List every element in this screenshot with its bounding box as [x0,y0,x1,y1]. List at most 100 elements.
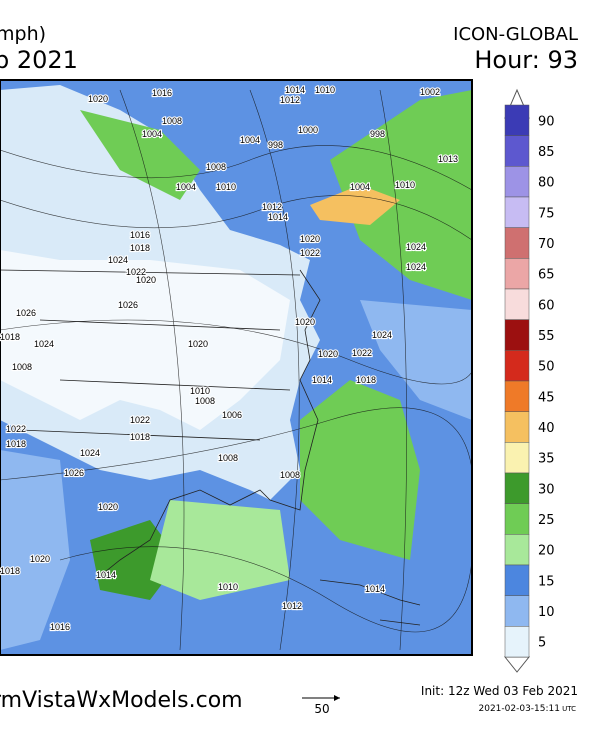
colorbar-label: 5 [538,636,546,651]
isobar-label: 1024 [406,262,426,272]
isobar-label: 1024 [372,330,392,340]
site-name: rmVistaWxModels.com [0,688,243,713]
isobar-label: 1020 [300,234,320,244]
isobar-label: 1016 [130,230,150,240]
isobar-label: 1018 [0,566,20,576]
colorbar-swatch [504,258,530,290]
colorbar-swatch [504,442,530,474]
scale-arrow-head [334,695,340,701]
isobar-label: 1014 [365,584,385,594]
isobar-label: 1026 [118,300,138,310]
isobar-label: 1004 [176,182,196,192]
isobar-label: 1004 [350,182,370,192]
isobar-label: 1016 [152,88,172,98]
isobar-label: 1014 [96,570,116,580]
colorbar-label: 30 [538,482,555,497]
colorbar-swatch [504,104,530,136]
isobar-label: 1004 [142,129,162,139]
colorbar-swatch [504,135,530,167]
isobar-label: 1020 [188,339,208,349]
isobar-label: 1018 [6,439,26,449]
isobar-label: 1020 [98,502,118,512]
colorbar-swatch [504,411,530,443]
colorbar-label: 80 [538,176,555,191]
colorbar-label: 90 [538,114,555,129]
isobar-label: 1018 [130,432,150,442]
colorbar-swatch [504,380,530,412]
colorbar-label: 55 [538,329,555,344]
isobar-label: 1018 [356,375,376,385]
colorbar-label: 75 [538,206,555,221]
isobar-label: 1010 [218,582,238,592]
isobar-label: 1020 [30,554,50,564]
colorbar-label: 65 [538,268,555,283]
isobar-label: 1022 [352,348,372,358]
isobar-label: 1010 [216,182,236,192]
isobar-label: 1008 [218,453,238,463]
isobar-label: 1010 [190,386,210,396]
colorbar-label: 50 [538,360,555,375]
isobar-label: 1008 [206,162,226,172]
isobar-label: 1014 [268,212,288,222]
isobar-label: 1024 [406,242,426,252]
colorbar-swatch [504,472,530,504]
colorbar-label: 35 [538,452,555,467]
isobar-label: 1026 [16,308,36,318]
isobar-label: 1002 [420,87,440,97]
isobar-label: 1024 [80,448,100,458]
colorbar-label: 25 [538,513,555,528]
isobar-label: 1024 [108,255,128,265]
isobar-label: 1012 [282,601,302,611]
colorbar-swatch [504,288,530,320]
colorbar-swatch [504,503,530,535]
isobar-label: 1020 [136,275,156,285]
units-title: mph) [0,23,46,45]
map [0,80,472,655]
isobar-label: 1020 [295,317,315,327]
isobar-label: 1018 [0,332,20,342]
scale-label: 50 [314,702,329,716]
isobar-label: 1004 [240,135,260,145]
isobar-label: 1012 [262,202,282,212]
colorbar-label: 60 [538,298,555,313]
colorbar-swatch [504,626,530,658]
isobar-label: 1022 [126,267,146,277]
colorbar-swatch [504,196,530,228]
colorbar-label: 40 [538,421,555,436]
isobar-label: 998 [268,140,283,150]
isobar-label: 1020 [88,94,108,104]
colorbar-label: 45 [538,390,555,405]
isobar-label: 1024 [34,339,54,349]
colorbar-swatch [504,227,530,259]
model-name: ICON-GLOBAL [453,24,578,45]
isobar-label: 1022 [130,415,150,425]
colorbar-label: 15 [538,574,555,589]
isobar-label: 1008 [280,470,300,480]
colorbar-swatch [504,534,530,566]
colorbar-bottom-arrow [503,656,531,673]
timestamp: 2021-02-03-15:11 [479,704,561,714]
init-time: Init: 12z Wed 03 Feb 2021 [421,684,578,698]
isobar-label: 1000 [298,125,318,135]
isobar-label: 1022 [300,248,320,258]
date-title: b 2021 [0,46,78,74]
isobar-label: 1012 [280,95,300,105]
isobar-label: 1014 [312,375,332,385]
colorbar-swatch [504,595,530,627]
isobar-label: 1010 [395,180,415,190]
isobar-label: 1008 [195,396,215,406]
isobar-label: 1006 [222,410,242,420]
colorbar-label: 85 [538,145,555,160]
colorbar-label: 20 [538,544,555,559]
colorbar-label: 70 [538,237,555,252]
forecast-hour: Hour: 93 [474,46,578,74]
isobar-label: 998 [370,129,385,139]
isobar-label: 1014 [285,85,305,95]
isobar-label: 1016 [50,622,70,632]
isobar-label: 1026 [64,468,84,478]
timezone: UTC [562,705,576,713]
map-frame [0,79,473,656]
colorbar-label: 10 [538,605,555,620]
isobar-label: 1020 [318,349,338,359]
colorbar-swatch [504,350,530,382]
